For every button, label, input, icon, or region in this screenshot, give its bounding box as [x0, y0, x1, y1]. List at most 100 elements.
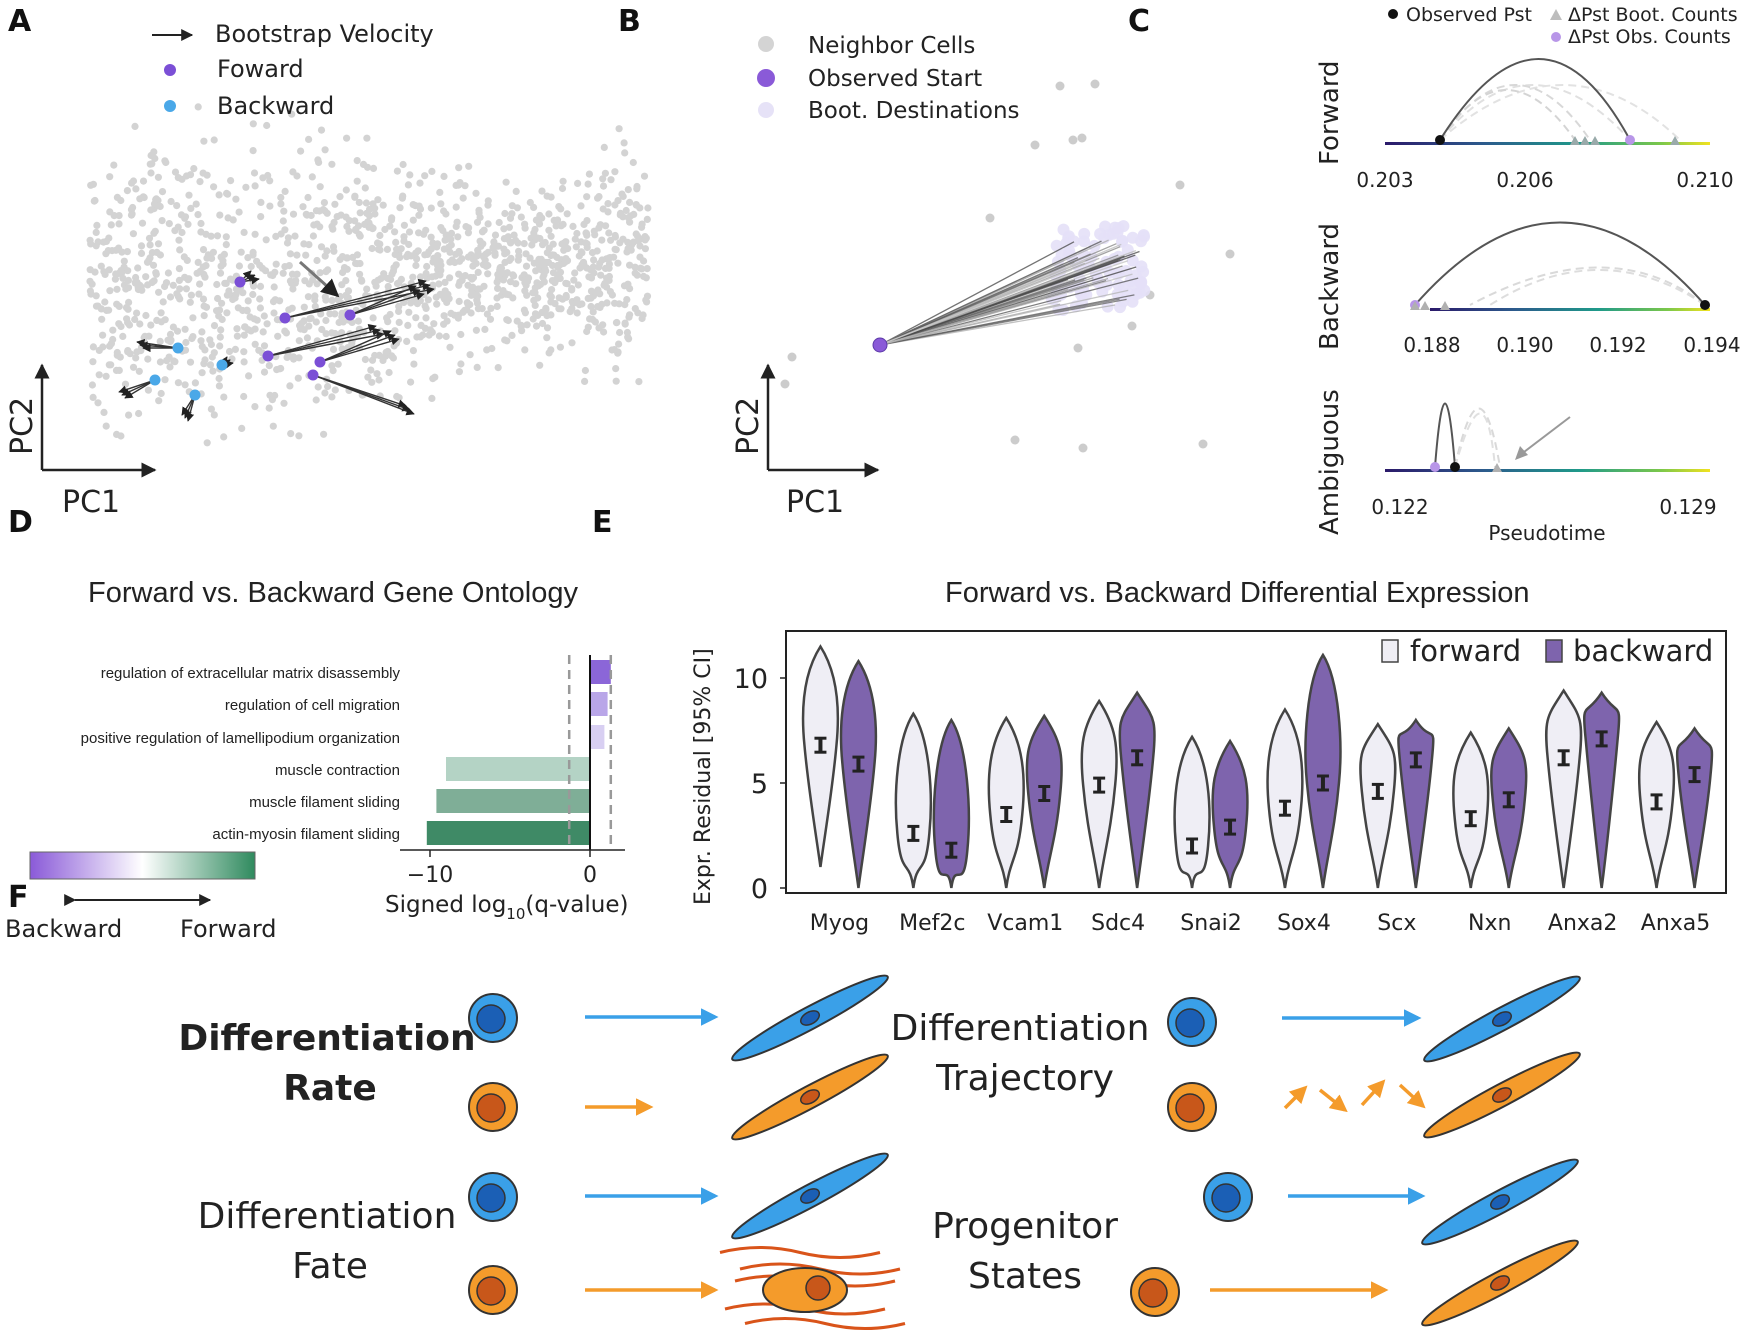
cell-point [215, 374, 223, 383]
cell-point [493, 278, 501, 286]
cell-point [555, 305, 563, 313]
cell-point [112, 246, 120, 254]
cell-point [559, 220, 567, 228]
cell-point [596, 303, 604, 311]
bootstrap-ray [879, 304, 1116, 346]
cell-point [270, 309, 278, 317]
cell-point [605, 229, 613, 237]
cell-point [201, 273, 209, 281]
cell-point [521, 220, 529, 228]
cell-point [279, 269, 287, 277]
bootstrap-ray [879, 241, 1075, 346]
row-label-forward: Forward [1315, 60, 1345, 165]
cell-point [562, 238, 570, 246]
cell-point [121, 380, 130, 388]
cell-point [505, 223, 513, 231]
cell-point [233, 325, 241, 333]
cell-point [430, 320, 438, 328]
boot-destination [1078, 227, 1091, 240]
cell-point [569, 222, 577, 230]
cell-point [213, 307, 221, 315]
cell-point [122, 285, 130, 293]
cell-point [457, 360, 465, 368]
cell-point [625, 335, 633, 343]
cell-point [399, 192, 407, 200]
cell-point [260, 368, 269, 376]
cell-point [496, 266, 504, 274]
backward-cell [149, 374, 161, 386]
cell-point [279, 217, 287, 225]
cell-point [175, 236, 183, 244]
go-bar [436, 789, 590, 813]
panel-letter-d: D [8, 505, 33, 540]
cell-point [384, 282, 392, 291]
cell-point [203, 254, 211, 262]
cell-point [538, 319, 547, 328]
cell-point [437, 200, 445, 208]
cell-point [644, 204, 652, 212]
cell-point [440, 293, 448, 301]
legend-swatch-backward [1545, 639, 1563, 663]
cell-point [601, 169, 610, 177]
cell-point [599, 205, 607, 213]
cell-point [171, 168, 180, 176]
cell-point [342, 277, 350, 285]
cell-point [244, 254, 252, 262]
cell-point [251, 340, 259, 348]
cell-point [320, 430, 328, 438]
cell-point [385, 368, 393, 377]
cell-point [486, 315, 495, 323]
cell-point [372, 282, 380, 290]
cell-point [249, 147, 257, 155]
cell-point [156, 202, 164, 211]
cell-point [441, 278, 449, 286]
cell-point [181, 325, 189, 333]
cell-point [107, 221, 115, 229]
x-tick-label: 0 [583, 863, 597, 888]
cell-point [240, 358, 248, 366]
neighbor-cell [1055, 81, 1065, 91]
cell-point [494, 364, 502, 372]
cell-point [142, 311, 150, 320]
cell-point [133, 309, 141, 317]
cell-point [259, 328, 267, 336]
cell-point [287, 430, 295, 438]
cell-point [474, 268, 482, 276]
cell-point [144, 386, 152, 394]
backward-violin [1397, 717, 1435, 889]
cell-point [330, 247, 338, 255]
cell-point [95, 346, 103, 354]
cell-point [583, 193, 591, 201]
cell-point [421, 302, 429, 310]
cell-point [161, 376, 169, 384]
cell-point [190, 165, 198, 173]
cell-point [249, 280, 257, 288]
cell-point [459, 194, 467, 202]
cell-point [435, 332, 443, 340]
cell-point [213, 280, 221, 289]
cell-point [265, 362, 273, 370]
cell-point [543, 324, 552, 332]
cell-point [308, 173, 316, 181]
cell-point [300, 303, 308, 311]
cell-point [342, 186, 350, 194]
cell-point [572, 243, 580, 251]
cell-point [556, 268, 565, 276]
cell-point [574, 179, 582, 187]
cell-point [604, 200, 612, 208]
cell-point [237, 248, 245, 256]
nucleus-icon [1175, 1093, 1205, 1123]
cell-point [320, 199, 328, 207]
cell-point [414, 247, 422, 255]
cell-point [251, 182, 259, 190]
cell-point [251, 325, 259, 333]
cell-point [199, 246, 208, 254]
cell-point [552, 222, 560, 230]
cell-point [328, 160, 336, 168]
cell-point [289, 210, 298, 218]
cell-point [608, 291, 617, 299]
cell-point [152, 195, 160, 203]
cell-point [289, 168, 297, 176]
neighbor-cell [1010, 435, 1020, 445]
cell-point [102, 372, 110, 380]
